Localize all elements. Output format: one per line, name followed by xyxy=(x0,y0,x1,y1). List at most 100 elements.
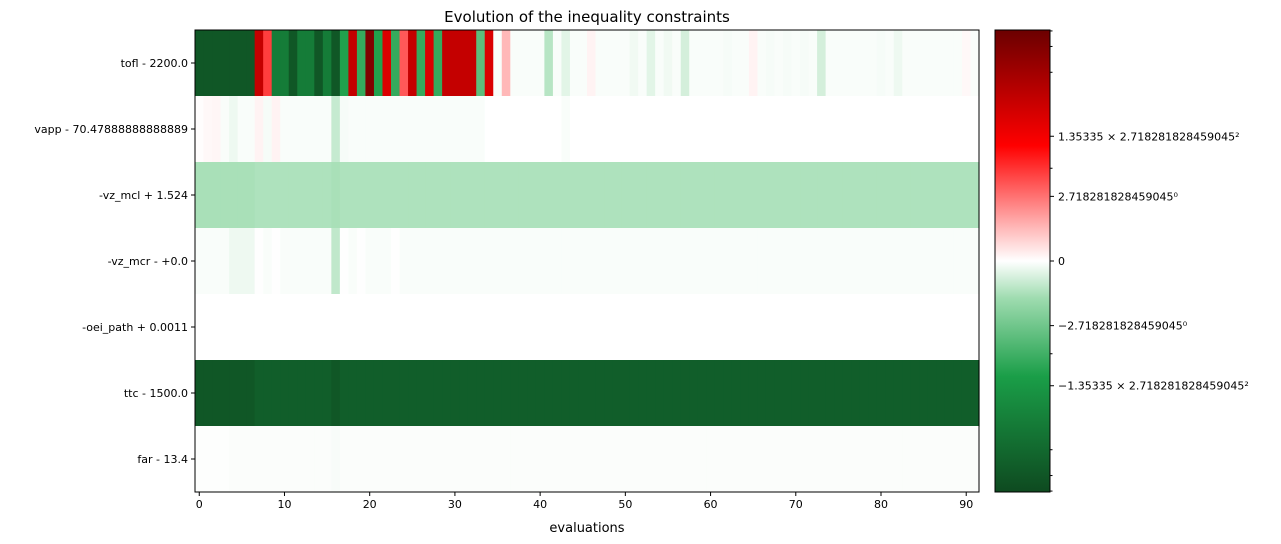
heatmap-cell xyxy=(195,96,205,163)
heatmap-cell xyxy=(612,360,622,427)
heatmap-cell xyxy=(859,360,869,427)
heatmap-cell xyxy=(203,162,213,229)
heatmap-cell xyxy=(510,30,520,97)
heatmap-cell xyxy=(927,30,937,97)
heatmap-cell xyxy=(672,426,682,493)
heatmap-cell xyxy=(595,162,605,229)
heatmap-cell xyxy=(697,294,707,361)
heatmap-cell xyxy=(621,294,631,361)
heatmap-cell xyxy=(527,228,537,295)
heatmap-cell xyxy=(271,30,281,97)
heatmap-cell xyxy=(663,294,673,361)
heatmap-cell xyxy=(237,294,247,361)
heatmap-cell xyxy=(859,294,869,361)
heatmap-cell xyxy=(783,360,793,427)
heatmap-cell xyxy=(800,96,810,163)
heatmap-cell xyxy=(646,228,656,295)
heatmap-cell xyxy=(476,162,486,229)
heatmap-cell xyxy=(919,96,929,163)
heatmap-cell xyxy=(391,360,401,427)
heatmap-cell xyxy=(493,228,503,295)
heatmap-cell xyxy=(535,228,545,295)
heatmap-cell xyxy=(587,30,597,97)
heatmap-cell xyxy=(765,360,776,427)
heatmap-cell xyxy=(271,96,281,163)
heatmap-cell xyxy=(595,294,605,361)
heatmap-cell xyxy=(518,162,528,229)
heatmap-cell xyxy=(961,294,972,361)
heatmap-cell xyxy=(629,426,639,493)
heatmap-cell xyxy=(961,162,972,229)
heatmap-cell xyxy=(399,96,409,163)
heatmap-cell xyxy=(578,162,588,229)
heatmap-cell xyxy=(246,426,256,493)
heatmap-cell xyxy=(237,228,247,295)
heatmap-cell xyxy=(672,360,682,427)
heatmap-cell xyxy=(399,228,409,295)
heatmap-cell xyxy=(629,96,639,163)
heatmap-cell xyxy=(740,96,750,163)
heatmap-cell xyxy=(450,294,460,361)
heatmap-cell xyxy=(433,294,443,361)
heatmap-cell xyxy=(518,294,528,361)
heatmap-cell xyxy=(305,294,315,361)
heatmap-cell xyxy=(791,30,801,97)
heatmap-cell xyxy=(629,162,639,229)
heatmap-cell xyxy=(578,360,588,427)
heatmap-cell xyxy=(638,162,648,229)
heatmap-cell xyxy=(587,360,597,427)
heatmap-cell xyxy=(382,162,392,229)
heatmap-cell xyxy=(212,162,222,229)
heatmap-cell xyxy=(271,426,281,493)
heatmap-cell xyxy=(459,30,469,97)
heatmap-cell xyxy=(552,426,563,493)
heatmap-cell xyxy=(723,294,733,361)
heatmap-cell xyxy=(672,294,682,361)
heatmap-cell xyxy=(706,228,716,295)
heatmap-cell xyxy=(825,360,835,427)
heatmap-cell xyxy=(680,426,690,493)
heatmap-cell xyxy=(638,228,648,295)
heatmap-cell xyxy=(910,162,920,229)
heatmap-cell xyxy=(723,96,733,163)
heatmap-cell xyxy=(817,30,827,97)
heatmap-cell xyxy=(425,294,435,361)
heatmap-cell xyxy=(305,30,315,97)
heatmap-cell xyxy=(433,30,443,97)
heatmap-cell xyxy=(212,294,222,361)
heatmap-cell xyxy=(944,294,955,361)
heatmap-cell xyxy=(868,294,878,361)
heatmap-cell xyxy=(450,228,460,295)
heatmap-cell xyxy=(569,360,580,427)
heatmap-cell xyxy=(910,30,920,97)
heatmap-cell xyxy=(493,162,503,229)
heatmap-cell xyxy=(646,294,656,361)
heatmap-cell xyxy=(501,96,511,163)
heatmap-cell xyxy=(842,30,852,97)
heatmap-cell xyxy=(561,162,571,229)
heatmap-cell xyxy=(544,360,554,427)
colorbar-tick-label: 2.718281828459045⁰ xyxy=(1058,190,1178,203)
heatmap-cell xyxy=(552,228,563,295)
heatmap-cell xyxy=(263,294,273,361)
heatmap-cell xyxy=(493,30,503,97)
heatmap-cell xyxy=(791,96,801,163)
heatmap-cell xyxy=(203,426,213,493)
heatmap-cell xyxy=(765,228,776,295)
heatmap-cell xyxy=(783,96,793,163)
heatmap-cell xyxy=(817,96,827,163)
heatmap-cell xyxy=(356,294,367,361)
heatmap-cell xyxy=(680,360,690,427)
heatmap-cell xyxy=(774,426,784,493)
heatmap-cell xyxy=(365,228,375,295)
heatmap-cell xyxy=(834,30,844,97)
heatmap-cell xyxy=(851,426,861,493)
heatmap-cell xyxy=(680,294,690,361)
heatmap-cell xyxy=(663,360,673,427)
heatmap-cell xyxy=(689,294,699,361)
heatmap-cell xyxy=(851,360,861,427)
heatmap-cell xyxy=(927,228,937,295)
heatmap-cell xyxy=(493,294,503,361)
heatmap-cell xyxy=(195,426,205,493)
heatmap-cell xyxy=(765,294,776,361)
